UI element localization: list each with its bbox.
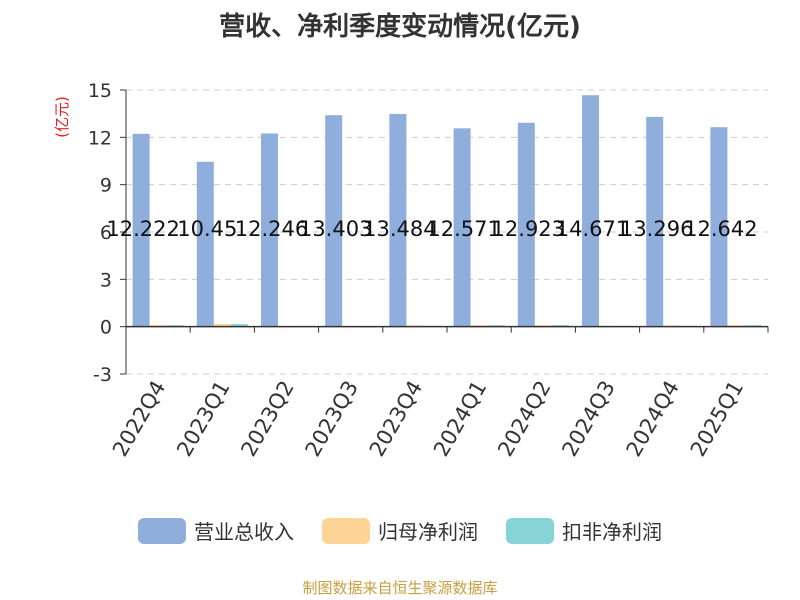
- bar-3-2023Q1[interactable]: [230, 324, 248, 327]
- bar-1-2023Q3[interactable]: [325, 115, 343, 327]
- bar-1-2024Q2[interactable]: [517, 122, 535, 327]
- bar-1-2022Q4[interactable]: [132, 133, 150, 327]
- legend-label: 归母净利润: [378, 520, 478, 544]
- legend-item-3[interactable]: 扣非净利润: [506, 516, 662, 545]
- data-label: 13.296: [620, 217, 693, 241]
- x-tick-label: 2025Q1: [686, 377, 748, 461]
- x-tick-label: 2024Q1: [429, 376, 491, 460]
- x-tick-label: 2023Q1: [172, 377, 234, 461]
- source-note: 制图数据来自恒生聚源数据库: [302, 579, 498, 597]
- legend-swatch: [138, 517, 186, 544]
- y-tick-label: 15: [88, 80, 112, 102]
- x-tick-label: 2024Q2: [493, 377, 555, 461]
- x-tick-label: 2023Q3: [301, 377, 363, 461]
- bar-1-2025Q1[interactable]: [710, 127, 728, 327]
- data-label: 10.45: [177, 217, 237, 241]
- legend-item-2[interactable]: 归母净利润: [322, 516, 478, 545]
- bar-2-2024Q1[interactable]: [470, 325, 488, 327]
- y-axis-label: (亿元): [53, 96, 71, 138]
- data-label: 12.246: [235, 217, 308, 241]
- bar-1-2023Q1[interactable]: [196, 161, 214, 327]
- data-label: 14.671: [556, 217, 629, 241]
- y-tick-label: 3: [100, 269, 112, 291]
- y-tick-label: 0: [100, 317, 112, 339]
- data-label: 12.571: [427, 217, 500, 241]
- bars: [132, 95, 762, 328]
- data-label: 12.923: [492, 217, 565, 241]
- bar-1-2024Q3[interactable]: [582, 95, 599, 327]
- bar-3-2024Q2[interactable]: [551, 325, 569, 327]
- chart-title: 营收、净利季度变动情况(亿元): [219, 12, 581, 42]
- bar-2-2025Q1[interactable]: [727, 325, 745, 327]
- bar-2-2022Q4[interactable]: [149, 325, 167, 327]
- legend-label: 营业总收入: [194, 520, 294, 544]
- data-label: 13.403: [299, 217, 372, 241]
- x-tick-label: 2022Q4: [108, 377, 170, 461]
- data-label: 13.484: [363, 217, 436, 241]
- data-label: 12.642: [684, 217, 757, 241]
- y-tick-label: 9: [100, 175, 112, 197]
- legend-swatch: [506, 517, 554, 544]
- bar-1-2023Q2[interactable]: [261, 133, 278, 327]
- x-tick-label: 2023Q4: [365, 377, 427, 461]
- y-tick-label: 12: [88, 127, 112, 149]
- legend: 营业总收入 归母净利润 扣非净利润: [0, 516, 800, 545]
- legend-item-1[interactable]: 营业总收入: [138, 516, 294, 545]
- x-tick-label: 2024Q3: [557, 377, 619, 461]
- data-label: 12.222: [106, 217, 179, 241]
- bar-2-2023Q1[interactable]: [213, 323, 231, 327]
- legend-label: 扣非净利润: [562, 520, 662, 544]
- x-tick-label: 2024Q4: [622, 377, 684, 461]
- bar-2-2024Q2[interactable]: [534, 325, 552, 327]
- y-tick-label: 6: [100, 222, 112, 244]
- x-tick-label: 2023Q2: [236, 377, 298, 461]
- bar-1-2024Q1[interactable]: [453, 128, 471, 327]
- data-labels: 12.22210.4512.24613.40313.48412.57112.92…: [106, 217, 757, 241]
- legend-swatch: [322, 517, 370, 544]
- bar-1-2023Q4[interactable]: [389, 113, 407, 327]
- y-tick-label: -3: [93, 364, 112, 386]
- bar-1-2024Q4[interactable]: [646, 116, 664, 327]
